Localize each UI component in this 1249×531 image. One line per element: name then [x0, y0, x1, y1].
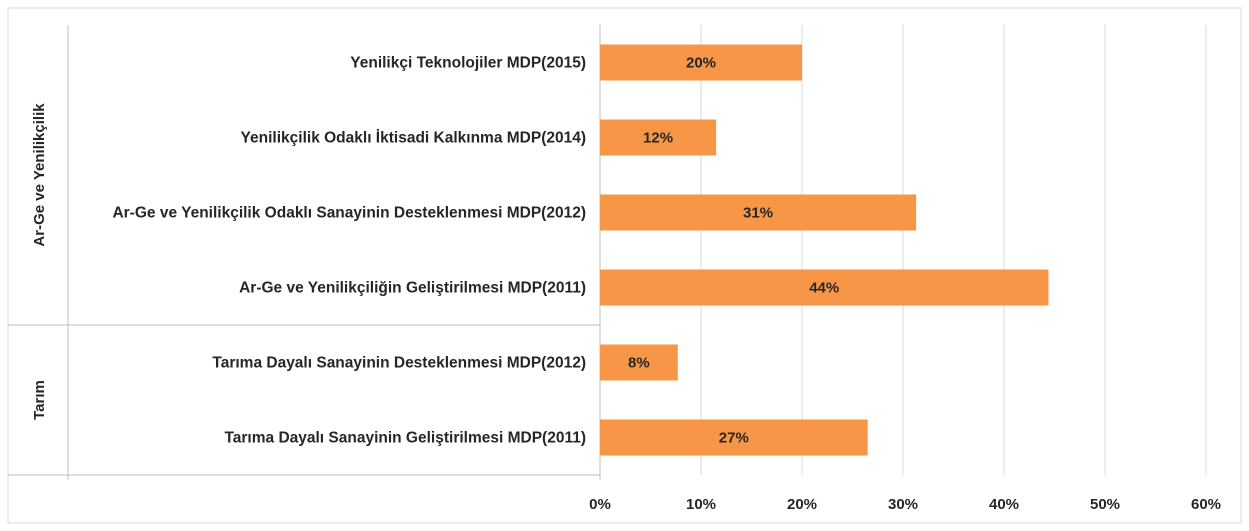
bar [600, 119, 717, 156]
group-label: Ar-Ge ve Yenilikçilik [31, 103, 48, 247]
x-tick-label: 20% [787, 496, 817, 513]
group-label: Tarım [31, 380, 48, 420]
bar [600, 269, 1049, 306]
y-tick-label: Ar-Ge ve Yenilikçiliğin Geliştirilmesi M… [239, 279, 586, 296]
bar [600, 44, 802, 81]
data-label: 8% [628, 354, 650, 371]
x-tick-label: 50% [1090, 496, 1120, 513]
data-label: 31% [743, 204, 773, 221]
bar [600, 194, 917, 231]
y-tick-label: Tarıma Dayalı Sanayinin Desteklenmesi MD… [212, 354, 586, 371]
y-tick-label: Yenilikçi Teknolojiler MDP(2015) [350, 54, 586, 71]
data-label: 12% [643, 129, 673, 146]
y-tick-label: Yenilikçilik Odaklı İktisadi Kalkınma MD… [240, 129, 586, 146]
chart-border [7, 7, 1242, 524]
data-label: 44% [809, 279, 839, 296]
bar [600, 419, 868, 456]
x-tick-label: 60% [1191, 496, 1221, 513]
bar [600, 344, 678, 381]
y-tick-label: Tarıma Dayalı Sanayinin Geliştirilmesi M… [224, 429, 586, 446]
y-tick-label: Ar-Ge ve Yenilikçilik Odaklı Sanayinin D… [112, 204, 586, 221]
x-tick-label: 10% [686, 496, 716, 513]
x-tick-label: 30% [888, 496, 918, 513]
x-tick-label: 0% [589, 496, 611, 513]
data-label: 27% [719, 429, 749, 446]
x-tick-label: 40% [989, 496, 1019, 513]
data-label: 20% [686, 54, 716, 71]
